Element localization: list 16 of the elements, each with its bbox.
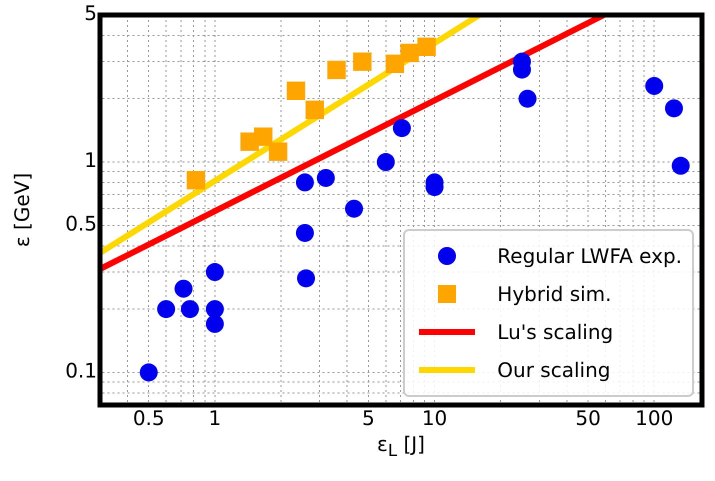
y-tick-label: 0.5	[65, 212, 97, 236]
x-tick-label: 5	[362, 406, 375, 430]
y-tick-label: 0.1	[65, 358, 97, 383]
x-tick-label: 10	[422, 406, 448, 430]
x-tick-label: 100	[635, 406, 674, 430]
legend-label: Our scaling	[497, 358, 610, 382]
legend-label: Regular LWFA exp.	[497, 244, 682, 268]
x-tick-label: 1	[208, 406, 222, 430]
y-tick-label: 5	[84, 1, 97, 26]
y-axis-title: ε [GeV]	[10, 172, 34, 248]
x-axis-title: ε$_{L}$ [J]	[377, 432, 425, 460]
x-tick-label: 0.5	[132, 406, 165, 430]
legend-label: Lu's scaling	[497, 320, 614, 344]
legend-label: Hybrid sim.	[497, 282, 612, 306]
x-tick-label: 50	[575, 406, 601, 430]
y-tick-label: 1	[84, 148, 97, 172]
